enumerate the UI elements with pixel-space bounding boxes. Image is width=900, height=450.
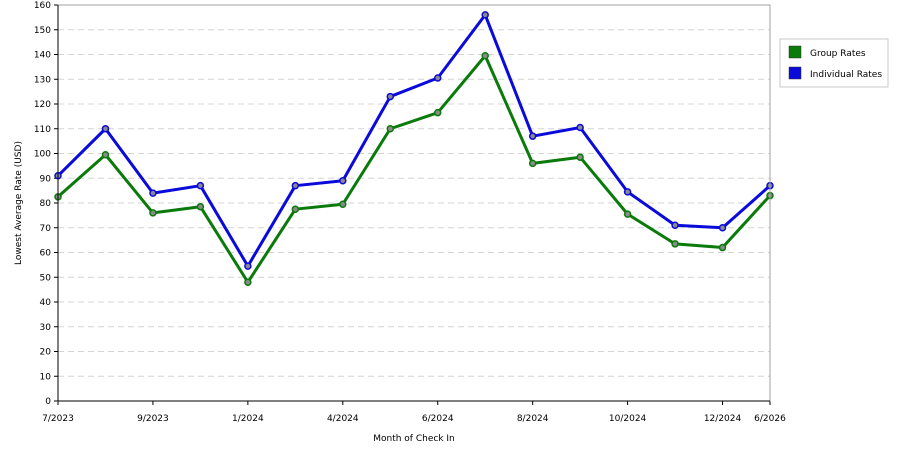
- data-point-group-rates: [196, 202, 205, 211]
- y-axis-title: Lowest Average Rate (USD): [14, 141, 24, 265]
- y-tick-label: 130: [34, 75, 51, 85]
- x-tick-label: 1/2024: [232, 414, 264, 424]
- data-point-group-rates: [481, 51, 489, 60]
- y-tick-label: 150: [34, 26, 51, 36]
- y-tick-label: 0: [45, 397, 51, 407]
- data-point-group-rates: [244, 278, 252, 286]
- y-tick-label: 30: [40, 323, 52, 333]
- data-point-individual-rates: [339, 176, 347, 185]
- y-tick-label: 110: [34, 125, 51, 135]
- legend: Group Rates Individual Rates: [779, 38, 889, 88]
- series-line-individual-rates: [56, 13, 772, 268]
- y-tick-label: 40: [40, 298, 52, 308]
- series-layer: [54, 11, 774, 286]
- x-axis-title: Month of Check In: [373, 434, 455, 444]
- data-point-individual-rates: [101, 125, 110, 133]
- x-tick-label: 6/2024: [422, 414, 454, 424]
- data-point-group-rates: [718, 243, 727, 252]
- legend-label-individual-rates: Individual Rates: [810, 70, 882, 80]
- data-point-individual-rates: [291, 181, 300, 190]
- x-tick-label: 4/2024: [327, 414, 359, 424]
- x-tick-label: 6/2026: [754, 414, 786, 424]
- gridlines: [58, 29, 770, 377]
- y-tick-label: 70: [40, 224, 52, 234]
- x-tick-label: 8/2024: [517, 414, 549, 424]
- y-tick-label: 60: [40, 249, 52, 259]
- data-point-group-rates: [433, 108, 442, 117]
- data-point-individual-rates: [528, 132, 537, 140]
- x-tick-label: 10/2024: [609, 414, 647, 424]
- y-tick-label: 140: [34, 51, 51, 61]
- data-point-group-rates: [528, 159, 537, 168]
- legend-swatch-individual-rates: [788, 66, 802, 80]
- y-tick-label: 90: [40, 174, 52, 184]
- data-point-individual-rates: [481, 11, 489, 19]
- data-point-individual-rates: [671, 221, 679, 230]
- series-line-group-rates: [56, 54, 772, 284]
- y-tick-label: 100: [34, 150, 51, 160]
- data-point-individual-rates: [433, 74, 442, 82]
- data-point-group-rates: [149, 209, 157, 217]
- y-tick-label: 80: [40, 199, 52, 209]
- x-tick-label: 9/2023: [137, 414, 169, 424]
- y-tick-label: 120: [34, 100, 51, 110]
- y-tick-label: 50: [40, 273, 52, 283]
- x-axis-ticks: 7/2023 9/2023 1/2024 4/2024 6/2024 8/2024 10/2…: [42, 401, 786, 424]
- data-point-group-rates: [623, 210, 632, 218]
- data-point-individual-rates: [196, 181, 205, 190]
- y-axis-ticks: 0 10 20 30 40 50 60 70 80 90 100 110 120 130 140 150 160: [34, 1, 58, 407]
- legend-label-group-rates: Group Rates: [810, 49, 866, 59]
- x-tick-label: 12/2024: [704, 414, 742, 424]
- data-point-individual-rates: [623, 188, 632, 196]
- legend-swatch-group-rates: [788, 45, 802, 59]
- x-tick-label: 7/2023: [42, 414, 74, 424]
- data-point-group-rates: [101, 150, 110, 159]
- data-point-individual-rates: [386, 92, 395, 101]
- data-point-individual-rates: [149, 189, 157, 197]
- data-point-group-rates: [576, 153, 584, 161]
- data-point-group-rates: [386, 125, 395, 133]
- data-point-individual-rates: [718, 224, 727, 232]
- data-point-group-rates: [339, 200, 347, 208]
- y-tick-label: 20: [40, 348, 52, 358]
- y-tick-label: 10: [40, 372, 52, 382]
- y-tick-label: 160: [34, 1, 51, 11]
- data-point-individual-rates: [244, 262, 252, 270]
- data-point-group-rates: [671, 240, 679, 248]
- data-point-individual-rates: [576, 123, 584, 132]
- data-point-group-rates: [291, 205, 300, 213]
